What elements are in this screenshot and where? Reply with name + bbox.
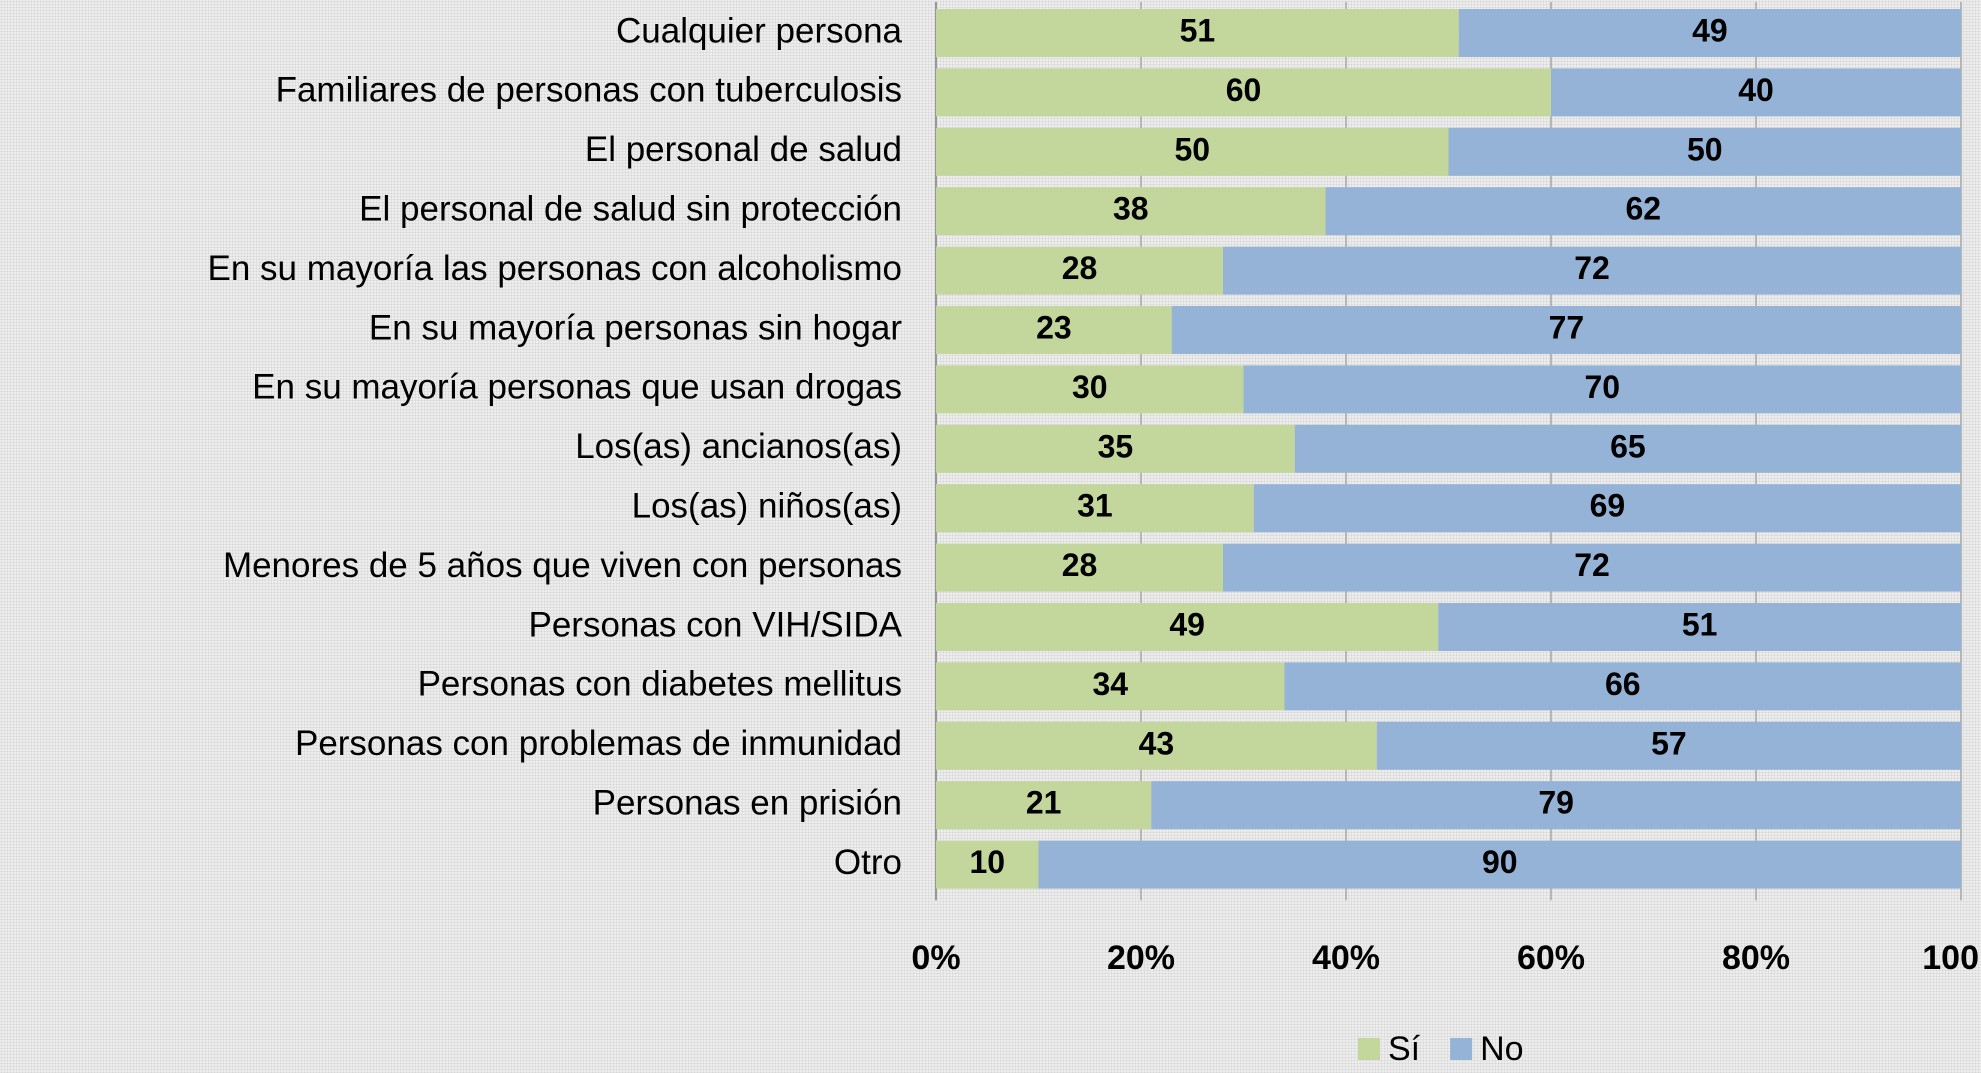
data-label: 34 — [1092, 666, 1128, 702]
category-label: Personas en prisión — [593, 783, 902, 822]
bar-segment — [1151, 781, 1961, 830]
bar-segment — [936, 9, 1459, 57]
category-label: En su mayoría personas que usan drogas — [252, 368, 902, 407]
data-label: 40 — [1738, 72, 1774, 108]
data-label: 69 — [1590, 488, 1626, 524]
data-label: 72 — [1574, 250, 1610, 286]
data-label: 50 — [1174, 131, 1210, 167]
data-label: 51 — [1682, 606, 1718, 642]
x-tick-label: 20% — [1107, 939, 1175, 977]
category-label: Otro — [834, 843, 902, 882]
bar-segment — [1223, 543, 1961, 592]
data-label: 51 — [1180, 12, 1216, 48]
category-label: En su mayoría las personas con alcoholis… — [207, 249, 902, 288]
bar-segment — [1038, 840, 1961, 889]
bar-segment — [1223, 246, 1961, 295]
bar-segment — [936, 721, 1377, 770]
bar-segment — [1243, 365, 1961, 414]
bar-segment — [936, 246, 1223, 295]
data-label: 57 — [1651, 725, 1687, 761]
category-label: En su mayoría personas sin hogar — [369, 308, 902, 347]
category-label: Los(as) niños(as) — [632, 486, 902, 525]
bar-segment — [1325, 187, 1961, 236]
data-label: 49 — [1169, 606, 1205, 642]
bar-segment — [936, 306, 1172, 354]
data-label: 38 — [1113, 191, 1149, 227]
bar-segment — [936, 543, 1223, 592]
bar-segment — [1294, 424, 1961, 473]
data-label: 43 — [1139, 725, 1175, 761]
x-tick-label: 0% — [911, 939, 960, 977]
category-label: El personal de salud sin protección — [359, 189, 902, 228]
bar-segment — [936, 365, 1244, 414]
bar-segment — [936, 424, 1295, 473]
data-label: 79 — [1538, 785, 1574, 821]
category-label: Personas con problemas de inmunidad — [295, 724, 902, 763]
bar-segment — [936, 781, 1152, 830]
data-label: 35 — [1098, 428, 1134, 464]
data-label: 77 — [1549, 309, 1585, 345]
bar-segment — [936, 68, 1551, 117]
category-label: Personas con diabetes mellitus — [418, 665, 902, 704]
x-tick-label: 100 — [1922, 939, 1979, 977]
data-label: 10 — [969, 844, 1005, 880]
data-label: 66 — [1605, 666, 1641, 702]
category-label: El personal de salud — [585, 130, 902, 169]
category-label: Los(as) ancianos(as) — [575, 427, 902, 466]
category-label: Personas con VIH/SIDA — [529, 605, 903, 644]
x-tick-label: 40% — [1312, 939, 1380, 977]
category-label: Familiares de personas con tuberculosis — [276, 71, 902, 110]
x-tick-label: 80% — [1722, 939, 1790, 977]
legend-swatch — [1450, 1038, 1473, 1060]
legend-swatch — [1358, 1038, 1380, 1060]
data-label: 65 — [1610, 428, 1646, 464]
bar-segment — [1551, 68, 1961, 117]
bar-segment — [936, 662, 1285, 711]
data-label: 31 — [1077, 488, 1113, 524]
bar-segment — [1171, 306, 1961, 354]
bar-segment — [1438, 603, 1961, 651]
data-label: 72 — [1574, 547, 1610, 583]
category-label: Cualquier persona — [616, 11, 903, 50]
data-label: 62 — [1625, 191, 1661, 227]
data-label: 28 — [1062, 547, 1098, 583]
data-label: 49 — [1692, 12, 1728, 48]
bar-segment — [936, 127, 1449, 176]
data-label: 21 — [1026, 785, 1062, 821]
bar-segment — [1284, 662, 1961, 711]
data-label: 50 — [1687, 131, 1723, 167]
data-label: 30 — [1072, 369, 1108, 405]
legend-label: Sí — [1388, 1030, 1421, 1068]
bar-segment — [936, 603, 1439, 651]
bar-segment — [936, 187, 1326, 236]
data-label: 60 — [1226, 72, 1262, 108]
bar-segment — [1448, 127, 1961, 176]
data-label: 28 — [1062, 250, 1098, 286]
category-label: Menores de 5 años que viven con personas — [223, 546, 902, 585]
bar-segment — [936, 840, 1039, 889]
legend-label: No — [1480, 1030, 1523, 1068]
data-label: 90 — [1482, 844, 1518, 880]
bar-segment — [1253, 484, 1961, 533]
x-tick-label: 60% — [1517, 939, 1585, 977]
bar-segment — [1376, 721, 1961, 770]
data-label: 23 — [1036, 309, 1072, 345]
bar-segment — [1458, 9, 1961, 57]
bar-segment — [936, 484, 1254, 533]
data-label: 70 — [1584, 369, 1620, 405]
